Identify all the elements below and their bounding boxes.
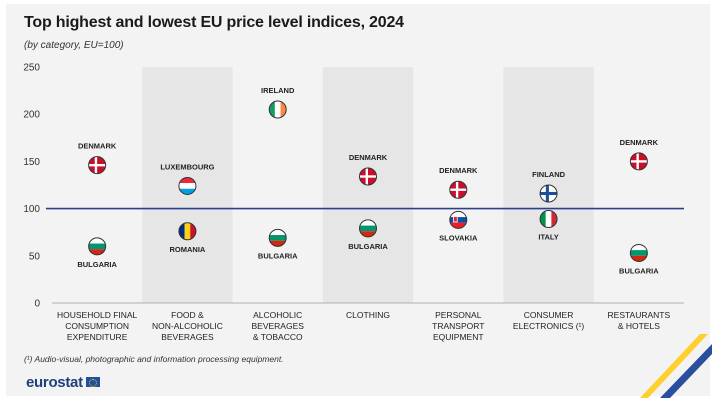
x-tick-label: PERSONAL (435, 310, 482, 320)
chart-title: Top highest and lowest EU price level in… (24, 14, 404, 31)
country-label: BULGARIA (258, 251, 298, 260)
country-label: ROMANIA (170, 245, 206, 254)
x-tick-label: BEVERAGES (161, 332, 214, 342)
footnote: (¹) Audio-visual, photographic and infor… (24, 354, 284, 364)
denmark-flag-marker (629, 152, 648, 171)
x-tick-label: BEVERAGES (251, 321, 304, 331)
x-tick-label: RESTAURANTS (608, 310, 671, 320)
denmark-flag-marker (449, 180, 468, 199)
y-tick-label: 0 (34, 299, 40, 310)
decor-stripe-yellow (640, 334, 708, 398)
bulgaria-flag-marker (629, 243, 648, 262)
slovakia-flag-marker (449, 210, 468, 229)
x-tick-label: & HOTELS (618, 321, 660, 331)
denmark-flag-marker (359, 167, 377, 186)
y-tick-label: 250 (23, 63, 40, 74)
decor-stripe-blue (660, 344, 712, 398)
country-label: BULGARIA (619, 266, 659, 275)
chart-subtitle: (by category, EU=100) (24, 40, 124, 51)
y-tick-label: 200 (23, 110, 40, 121)
x-tick-label: ALCOHOLIC (253, 310, 302, 320)
country-label: ITALY (538, 232, 558, 241)
bulgaria-flag-marker (268, 228, 287, 247)
y-tick-label: 150 (23, 157, 40, 168)
country-label: BULGARIA (348, 242, 388, 251)
x-tick-label: ELECTRONICS (¹) (513, 321, 584, 331)
x-tick-label: CONSUMPTION (65, 321, 129, 331)
country-label: DENMARK (439, 166, 478, 175)
x-tick-label: CLOTHING (346, 310, 390, 320)
logo-text: eurostat (26, 373, 83, 391)
country-label: IRELAND (261, 86, 295, 95)
eurostat-logo: eurostat (26, 373, 100, 391)
x-tick-label: NON-ALCOHOLIC (152, 321, 223, 331)
y-tick-label: 100 (23, 204, 40, 215)
x-tick-label: HOUSEHOLD FINAL (57, 310, 138, 320)
country-label: DENMARK (620, 138, 659, 147)
denmark-flag-marker (88, 156, 107, 175)
country-label: SLOVAKIA (439, 233, 478, 242)
italy-flag-marker (539, 209, 558, 228)
bulgaria-flag-marker (88, 237, 107, 256)
x-tick-label: CONSUMER (524, 310, 574, 320)
x-tick-label: & TOBACCO (253, 332, 303, 342)
x-tick-label: FOOD & (171, 310, 204, 320)
x-tick-label: TRANSPORT (432, 321, 484, 331)
x-tick-label: EXPENDITURE (67, 332, 128, 342)
ireland-flag-marker (268, 100, 287, 119)
country-label: LUXEMBOURG (160, 162, 214, 171)
luxembourg-flag-marker (178, 176, 197, 195)
country-label: FINLAND (532, 170, 565, 179)
country-label: DENMARK (349, 153, 388, 162)
country-label: DENMARK (78, 142, 117, 151)
x-tick-label: EQUIPMENT (433, 332, 484, 342)
country-label: BULGARIA (77, 260, 117, 269)
eu-flag-icon (85, 377, 100, 387)
bulgaria-flag-marker (359, 219, 377, 238)
y-tick-label: 50 (29, 251, 41, 262)
romania-flag-marker (178, 222, 197, 241)
finland-flag-marker (539, 184, 558, 203)
